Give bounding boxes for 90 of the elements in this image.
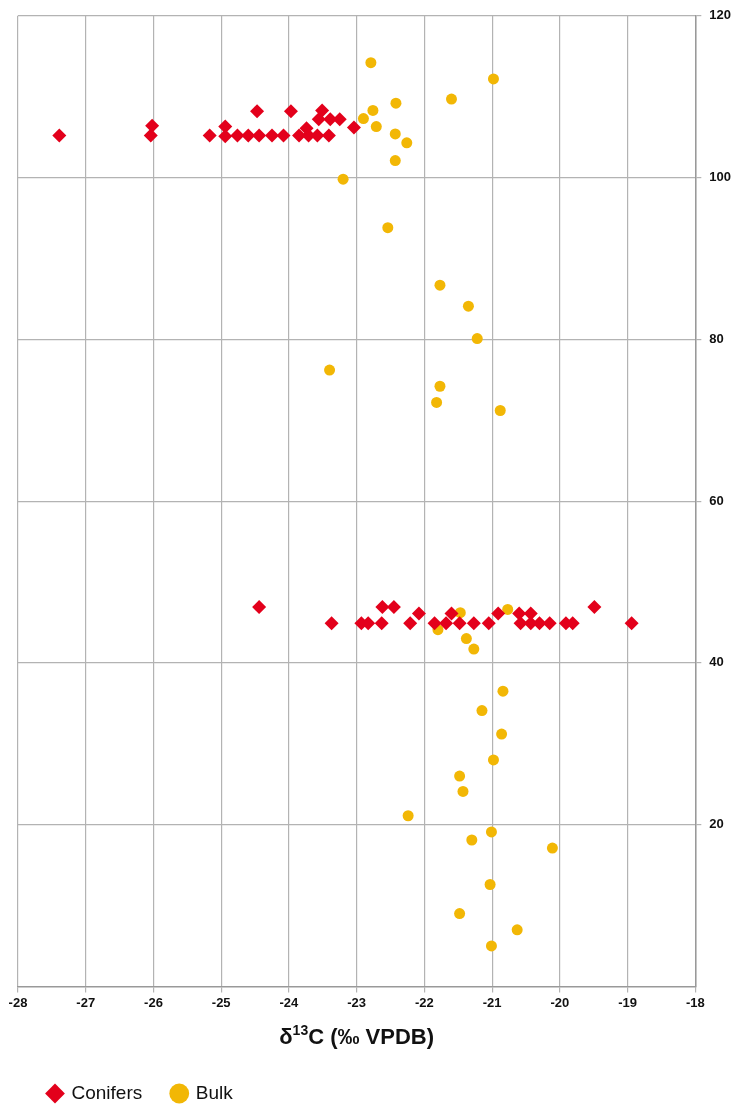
x-tick-label: -27 — [76, 994, 96, 1010]
point — [283, 104, 298, 119]
point — [365, 57, 377, 69]
point — [485, 826, 497, 838]
point — [439, 616, 454, 631]
point — [386, 600, 401, 615]
point — [145, 118, 160, 133]
point — [390, 97, 402, 109]
point — [431, 396, 443, 408]
point — [491, 606, 506, 621]
point — [487, 73, 499, 85]
point — [462, 300, 474, 312]
point — [502, 603, 514, 615]
point — [241, 128, 256, 143]
point — [624, 616, 639, 631]
point — [252, 128, 267, 143]
point — [471, 333, 483, 345]
point — [252, 600, 267, 615]
point — [511, 924, 523, 936]
x-tick-label: -18 — [685, 994, 705, 1010]
legend-label: Conifers — [71, 1081, 143, 1103]
point — [382, 222, 394, 234]
x-tick-label: -26 — [144, 994, 163, 1010]
point — [374, 616, 389, 631]
point — [315, 103, 330, 118]
point — [513, 616, 528, 631]
point — [357, 113, 369, 125]
point — [402, 810, 414, 822]
x-tick-label: -20 — [550, 994, 570, 1010]
point — [452, 616, 467, 631]
y-tick-label: 80 — [709, 330, 724, 346]
point — [487, 754, 499, 766]
point — [401, 137, 413, 149]
point — [468, 643, 480, 655]
point — [250, 104, 265, 119]
point — [311, 112, 326, 127]
point — [542, 616, 557, 631]
point — [481, 616, 496, 631]
point — [476, 705, 488, 717]
point — [494, 405, 506, 417]
point — [346, 120, 361, 135]
point — [264, 128, 279, 143]
point — [427, 616, 442, 631]
y-tick-label: 20 — [709, 816, 724, 832]
y-tick-label: 60 — [709, 492, 724, 508]
point — [370, 121, 382, 133]
point — [454, 770, 466, 782]
y-tick-label: 120 — [709, 7, 732, 23]
point — [496, 728, 508, 740]
point — [434, 380, 446, 392]
point — [587, 600, 602, 615]
point — [202, 128, 217, 143]
point — [389, 155, 401, 167]
point — [403, 616, 418, 631]
point — [444, 606, 459, 621]
x-tick-label: -22 — [414, 994, 434, 1010]
point — [466, 616, 481, 631]
point — [434, 279, 446, 291]
point — [337, 173, 349, 185]
point — [218, 129, 233, 144]
legend-label: Bulk — [195, 1081, 234, 1103]
point — [485, 940, 497, 952]
y-tick-label: 40 — [709, 654, 724, 670]
point — [276, 128, 291, 143]
point — [460, 633, 472, 645]
point — [230, 128, 245, 143]
point — [52, 128, 67, 143]
point — [375, 600, 390, 615]
point — [321, 128, 336, 143]
point — [445, 93, 457, 105]
point — [324, 364, 336, 376]
x-tick-label: -24 — [279, 994, 300, 1010]
point — [411, 606, 426, 621]
point — [218, 119, 233, 134]
point — [324, 616, 339, 631]
point — [484, 878, 496, 890]
x-tick-label: -23 — [347, 994, 367, 1010]
point — [143, 128, 158, 143]
x-tick-label: -19 — [618, 994, 637, 1010]
point — [367, 104, 379, 116]
point — [497, 685, 509, 697]
point — [466, 834, 478, 846]
x-tick-label: -25 — [211, 994, 231, 1010]
x-tick-label: -21 — [482, 994, 502, 1010]
point — [457, 785, 469, 797]
y-tick-label: 100 — [709, 169, 732, 185]
point — [546, 842, 558, 854]
point — [389, 128, 401, 140]
point — [454, 908, 466, 920]
x-tick-label: -28 — [8, 994, 28, 1010]
